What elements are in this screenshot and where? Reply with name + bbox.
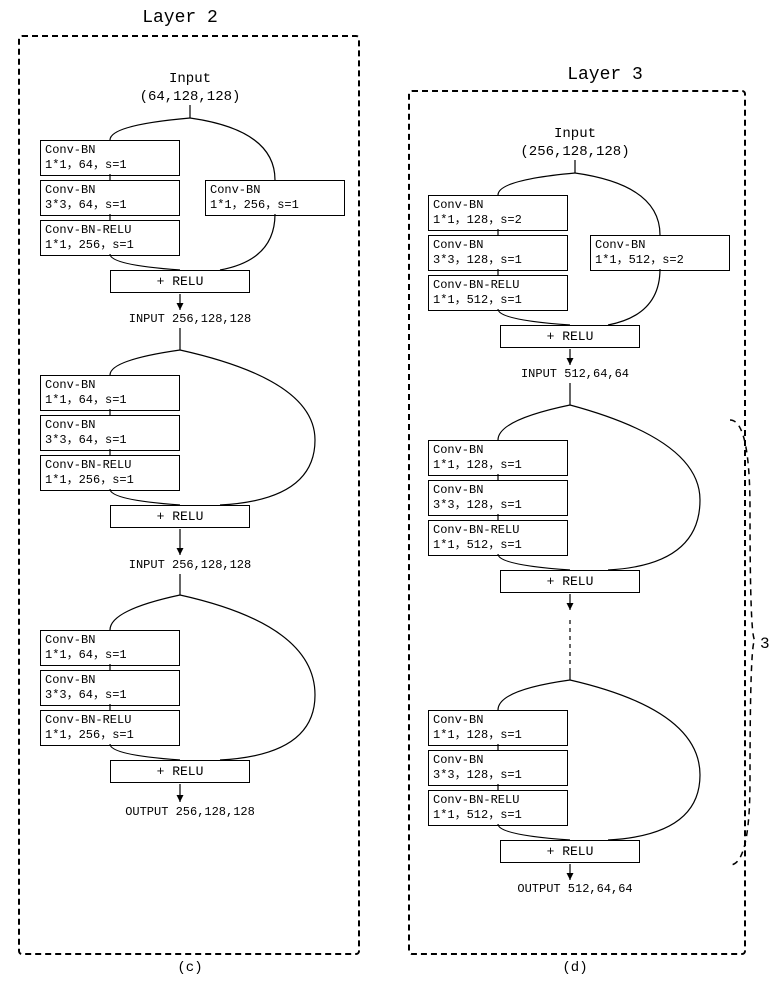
l3g1-b3-l2: 1*1，512，s=1: [433, 293, 522, 307]
l2g2-b3-l2: 1*1，256，s=1: [45, 473, 134, 487]
l3g2-b2-l1: Conv-BN: [433, 483, 483, 497]
layer2-input-title: Input: [120, 70, 260, 88]
l3g2-b2-l2: 3*3，128，s=1: [433, 498, 522, 512]
l3g3-b2-l2: 3*3，128，s=1: [433, 768, 522, 782]
l3g1-b1: Conv-BN 1*1，128，s=2: [428, 195, 568, 231]
l2g2-b1-l2: 1*1，64，s=1: [45, 393, 127, 407]
layer2-title: Layer 2: [110, 8, 250, 28]
l2g1-b2-l1: Conv-BN: [45, 183, 95, 197]
l2g2-b2-l2: 3*3，64，s=1: [45, 433, 127, 447]
l3g3-out: OUTPUT 512,64,64: [500, 882, 650, 896]
l2g3-b2-l1: Conv-BN: [45, 673, 95, 687]
l3g1-side-l1: Conv-BN: [595, 238, 645, 252]
l3g1-side: Conv-BN 1*1，512，s=2: [590, 235, 730, 271]
layer3-title: Layer 3: [535, 65, 675, 85]
l3g1-b3: Conv-BN-RELU 1*1，512，s=1: [428, 275, 568, 311]
l3g3-b3-l1: Conv-BN-RELU: [433, 793, 519, 807]
l2g1-b3: Conv-BN-RELU 1*1，256，s=1: [40, 220, 180, 256]
layer2-sub: (c): [170, 960, 210, 976]
l2g2-b1-l1: Conv-BN: [45, 378, 95, 392]
layer3-repeat: 3: [760, 635, 770, 653]
l3g1-b1-l2: 1*1，128，s=2: [433, 213, 522, 227]
l2g3-relu: + RELU: [110, 760, 250, 783]
l3g2-b1: Conv-BN 1*1，128，s=1: [428, 440, 568, 476]
l2g1-b1: Conv-BN 1*1，64，s=1: [40, 140, 180, 176]
l2g2-b1: Conv-BN 1*1，64，s=1: [40, 375, 180, 411]
layer2-input-title-text: Input: [169, 71, 211, 87]
l3g2-b3-l2: 1*1，512，s=1: [433, 538, 522, 552]
l2g2-b3-l1: Conv-BN-RELU: [45, 458, 131, 472]
layer3-input-title: Input: [505, 125, 645, 143]
l3g2-relu: + RELU: [500, 570, 640, 593]
l2g2-relu: + RELU: [110, 505, 250, 528]
l2g1-side: Conv-BN 1*1，256，s=1: [205, 180, 345, 216]
l3g3-b1: Conv-BN 1*1，128，s=1: [428, 710, 568, 746]
l3g1-b2-l2: 3*3，128，s=1: [433, 253, 522, 267]
l2g3-b2-l2: 3*3，64，s=1: [45, 688, 127, 702]
l2g1-relu: + RELU: [110, 270, 250, 293]
l3g1-b1-l1: Conv-BN: [433, 198, 483, 212]
l3g3-b2-l1: Conv-BN: [433, 753, 483, 767]
l2g1-b3-l1: Conv-BN-RELU: [45, 223, 131, 237]
l2g1-b2-l2: 3*3，64，s=1: [45, 198, 127, 212]
l2g2-b2-l1: Conv-BN: [45, 418, 95, 432]
layer3-sub: (d): [555, 960, 595, 976]
l2g2-b3: Conv-BN-RELU 1*1，256，s=1: [40, 455, 180, 491]
l3g3-b2: Conv-BN 3*3，128，s=1: [428, 750, 568, 786]
l3g3-b3-l2: 1*1，512，s=1: [433, 808, 522, 822]
l3g2-b1-l2: 1*1，128，s=1: [433, 458, 522, 472]
diagram-root: Layer 2 (c) Input (64,128,128) Conv-BN 1…: [10, 10, 773, 990]
l3g3-relu: + RELU: [500, 840, 640, 863]
l2g3-b1: Conv-BN 1*1，64，s=1: [40, 630, 180, 666]
l3g2-b2: Conv-BN 3*3，128，s=1: [428, 480, 568, 516]
l3g1-out: INPUT 512,64,64: [500, 367, 650, 381]
l2g1-b1-l2: 1*1，64，s=1: [45, 158, 127, 172]
l3g2-b3: Conv-BN-RELU 1*1，512，s=1: [428, 520, 568, 556]
l2g1-side-l1: Conv-BN: [210, 183, 260, 197]
l3g1-b3-l1: Conv-BN-RELU: [433, 278, 519, 292]
l2g1-out: INPUT 256,128,128: [110, 312, 270, 326]
l3g1-side-l2: 1*1，512，s=2: [595, 253, 684, 267]
l2g2-b2: Conv-BN 3*3，64，s=1: [40, 415, 180, 451]
l2g1-b1-l1: Conv-BN: [45, 143, 95, 157]
l2g3-b1-l2: 1*1，64，s=1: [45, 648, 127, 662]
l2g3-b3: Conv-BN-RELU 1*1，256，s=1: [40, 710, 180, 746]
l3g3-b1-l2: 1*1，128，s=1: [433, 728, 522, 742]
l3g1-relu: + RELU: [500, 325, 640, 348]
l2g3-out: OUTPUT 256,128,128: [105, 805, 275, 819]
l2g3-b3-l1: Conv-BN-RELU: [45, 713, 131, 727]
layer3-input-shape: (256,128,128): [505, 143, 645, 161]
l2g2-out: INPUT 256,128,128: [110, 558, 270, 572]
layer2-input-shape: (64,128,128): [120, 88, 260, 106]
l3g1-b2-l1: Conv-BN: [433, 238, 483, 252]
l2g1-b2: Conv-BN 3*3，64，s=1: [40, 180, 180, 216]
l3g3-b3: Conv-BN-RELU 1*1，512，s=1: [428, 790, 568, 826]
l3g1-b2: Conv-BN 3*3，128，s=1: [428, 235, 568, 271]
l2g3-b3-l2: 1*1，256，s=1: [45, 728, 134, 742]
l3g2-b3-l1: Conv-BN-RELU: [433, 523, 519, 537]
l2g3-b1-l1: Conv-BN: [45, 633, 95, 647]
l2g3-b2: Conv-BN 3*3，64，s=1: [40, 670, 180, 706]
l3g2-b1-l1: Conv-BN: [433, 443, 483, 457]
l2g1-side-l2: 1*1，256，s=1: [210, 198, 299, 212]
l3g3-b1-l1: Conv-BN: [433, 713, 483, 727]
l2g1-b3-l2: 1*1，256，s=1: [45, 238, 134, 252]
